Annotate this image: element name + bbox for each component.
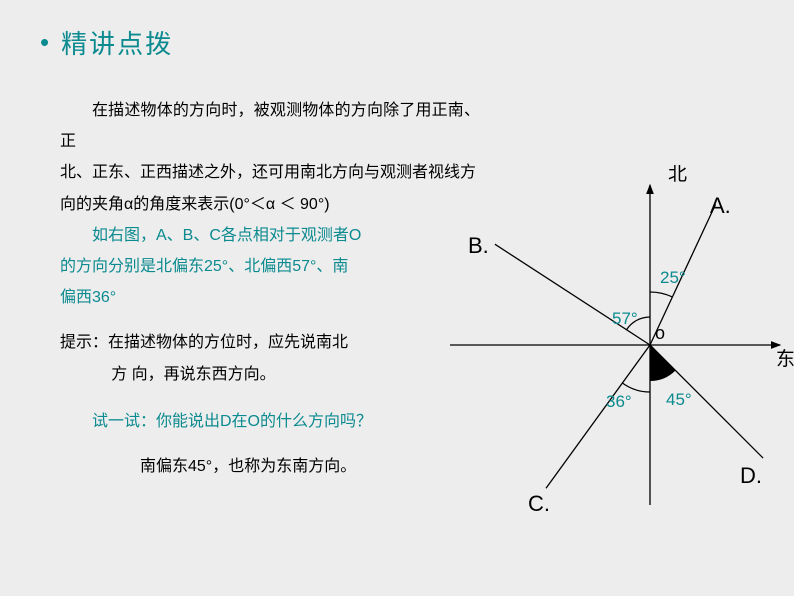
try-block: 试一试：你能说出D在O的什么方向吗？ (60, 406, 480, 437)
point-b-label: B. (468, 233, 489, 258)
answer-block: 南偏东45°，也称为东南方向。 (60, 451, 480, 482)
para2-line1: 如右图，A、B、C各点相对于观测者O (60, 220, 480, 251)
point-c-label: C. (528, 491, 550, 516)
east-label: 东 (776, 348, 794, 370)
north-label: 北 (668, 165, 687, 185)
angle-36-label: 36° (606, 392, 632, 411)
arc-36 (622, 383, 650, 392)
tip-line2: 方 向，再说东西方向。 (60, 359, 480, 390)
compass-diagram: 北 东 A. B. C. D. o 25° 57° 36° 45° (420, 165, 794, 565)
slide: • 精讲点拨 在描述物体的方向时，被观测物体的方向除了用正南、正 北、正东、正西… (0, 0, 794, 596)
tip-block: 提示：在描述物体的方位时，应先说南北 方 向，再说东西方向。 (60, 327, 480, 389)
angle-25-label: 25° (660, 268, 686, 287)
bullet-icon: • (40, 27, 49, 58)
para2-line2: 的方向分别是北偏东25°、北偏西57°、南 (60, 251, 480, 282)
try-text: 试一试：你能说出D在O的什么方向吗？ (60, 406, 480, 437)
angle-45-label: 45° (666, 390, 692, 409)
arc-25 (650, 292, 672, 297)
title-area: • 精讲点拨 (40, 24, 173, 61)
tip-line1: 提示：在描述物体的方位时，应先说南北 (60, 327, 480, 358)
para1-line2: 北、正东、正西描述之外，还可用南北方向与观测者视线方 (60, 157, 480, 188)
para1-line3: 向的夹角α的角度来表示(0°＜α ＜ 90°) (60, 189, 480, 220)
para1-line1: 在描述物体的方向时，被观测物体的方向除了用正南、正 (60, 95, 480, 157)
content-block: 在描述物体的方向时，被观测物体的方向除了用正南、正 北、正东、正西描述之外，还可… (60, 95, 480, 482)
wedge-45 (650, 345, 675, 381)
ray-c (546, 345, 650, 488)
slide-title: 精讲点拨 (61, 24, 173, 61)
angle-57-label: 57° (612, 309, 638, 328)
para2-line3: 偏西36° (60, 282, 480, 313)
origin-label: o (655, 323, 665, 343)
point-a-label: A. (710, 193, 731, 218)
point-d-label: D. (740, 463, 762, 488)
